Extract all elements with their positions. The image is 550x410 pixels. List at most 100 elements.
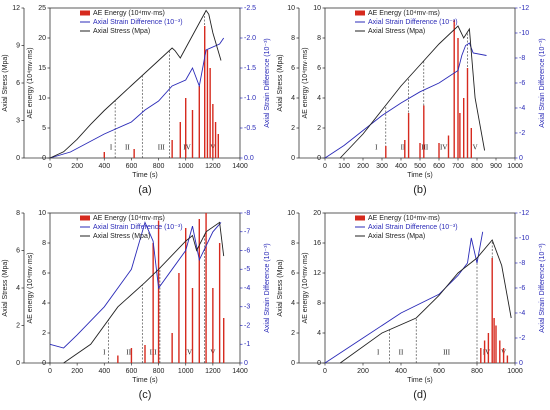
ae-tick-label: 8: [42, 240, 46, 247]
stage-label: III: [443, 349, 451, 357]
x-tick-label: 1000: [507, 368, 523, 375]
ae-tick-label: 0: [317, 155, 321, 162]
ae-bar: [217, 134, 219, 158]
strain-tick-label: -12: [519, 210, 529, 217]
ae-bar: [407, 113, 410, 158]
ae-bar: [191, 110, 194, 158]
strain-tick-label: -8: [519, 55, 525, 62]
legend-swatch: [355, 10, 365, 16]
x-tick-label: 600: [433, 368, 445, 375]
ae-bar: [480, 348, 482, 363]
stage-label: IV: [185, 349, 192, 357]
stage-label: IV: [183, 144, 190, 152]
ae-bar: [130, 348, 133, 363]
stress-axis-title: Axial Stress (Mpa): [2, 259, 9, 316]
ae-bar: [506, 355, 509, 363]
strain-tick-label: -0.5: [244, 125, 256, 132]
stress-tick-label: 2: [291, 330, 295, 337]
x-tick-label: 200: [357, 163, 369, 170]
stress-tick-label: 0: [16, 360, 20, 367]
ae-bar: [133, 149, 135, 158]
legend-label: AE Energy (10⁴mv·ms): [368, 10, 440, 17]
x-tick-label: 500: [414, 163, 426, 170]
ae-bar: [191, 288, 194, 363]
strain-line: [49, 221, 222, 349]
ae-bar: [419, 143, 421, 158]
strain-tick-label: -10: [519, 30, 529, 37]
x-tick-label: 800: [153, 368, 165, 375]
legend-label: Axial Stress (Mpa): [93, 233, 150, 240]
ae-bar: [212, 104, 214, 158]
x-tick-label: 0: [48, 368, 52, 375]
ae-bar: [171, 333, 173, 363]
legend-label: Axial Strain Difference (10⁻³): [368, 19, 458, 26]
strain-tick-label: -7: [244, 229, 250, 236]
ae-bar: [447, 135, 450, 158]
x-tick-label: 200: [71, 163, 83, 170]
stage-label: II: [126, 349, 131, 357]
ae-bar: [470, 128, 472, 158]
ae-tick-label: 4: [42, 300, 46, 307]
legend-label: Axial Strain Difference (10⁻³): [368, 224, 458, 231]
ae-bar: [438, 143, 440, 158]
ae-bar: [453, 20, 455, 158]
ae-bar: [423, 105, 425, 158]
strain-tick-label: 0.0: [244, 155, 254, 162]
stress-tick-label: 10: [287, 5, 295, 12]
ae-bar: [103, 152, 105, 158]
x-tick-label: 0: [323, 368, 327, 375]
ae-bar: [495, 325, 497, 363]
x-axis-title: Time (s): [132, 377, 157, 384]
ae-tick-label: 16: [313, 240, 321, 247]
strain-tick-label: -3: [244, 304, 250, 311]
x-tick-label: 600: [126, 368, 138, 375]
x-tick-label: 400: [98, 368, 110, 375]
plot-frame: [49, 7, 241, 159]
strain-tick-label: -2.0: [244, 35, 256, 42]
stress-tick-label: 8: [291, 240, 295, 247]
x-axis-title: Time (s): [407, 172, 432, 179]
stress-tick-label: 10: [287, 210, 295, 217]
ae-tick-label: 10: [38, 210, 46, 217]
ae-tick-label: 0: [317, 360, 321, 367]
ae-tick-label: 2: [317, 125, 321, 132]
ae-bar: [502, 348, 505, 363]
ae-tick-label: 10: [313, 5, 321, 12]
ae-bar: [185, 98, 187, 158]
legend-label: Axial Stress (Mpa): [368, 233, 425, 240]
strain-tick-label: -2: [519, 130, 525, 137]
stress-tick-label: 0: [291, 155, 295, 162]
stress-tick-label: 6: [291, 270, 295, 277]
ae-bar: [209, 68, 211, 158]
x-tick-label: 400: [395, 368, 407, 375]
ae-tick-label: 20: [313, 210, 321, 217]
strain-tick-label: -8: [244, 210, 250, 217]
stage-label: I: [377, 349, 380, 357]
stage-label: III: [421, 144, 429, 152]
stage-label: I: [103, 349, 106, 357]
stress-tick-label: 3: [16, 117, 20, 124]
panel-label: (a): [138, 184, 151, 196]
ae-tick-label: 8: [317, 35, 321, 42]
stress-tick-label: 12: [12, 5, 20, 12]
strain-axis-title: Axial Strain Difference (10⁻³): [264, 38, 271, 128]
ae-bar: [223, 318, 225, 363]
strain-tick-label: -6: [519, 80, 525, 87]
ae-bar: [218, 243, 221, 363]
x-tick-label: 800: [471, 163, 483, 170]
ae-bar: [157, 220, 160, 363]
panel-label: (c): [139, 389, 152, 401]
strain-tick-label: -4: [519, 105, 525, 112]
stress-tick-label: 6: [291, 65, 295, 72]
ae-bar: [185, 228, 187, 363]
strain-tick-label: -2: [244, 322, 250, 329]
ae-axis-title: AE energy (10⁴mv·ms): [302, 47, 309, 118]
stress-tick-label: 0: [291, 360, 295, 367]
ae-bar: [212, 288, 214, 363]
ae-bar: [206, 50, 209, 158]
x-tick-label: 200: [357, 368, 369, 375]
ae-bar: [459, 113, 461, 158]
strain-tick-label: -4: [244, 285, 250, 292]
stage-label: IV: [440, 144, 447, 152]
strain-tick-label: 0: [519, 155, 523, 162]
